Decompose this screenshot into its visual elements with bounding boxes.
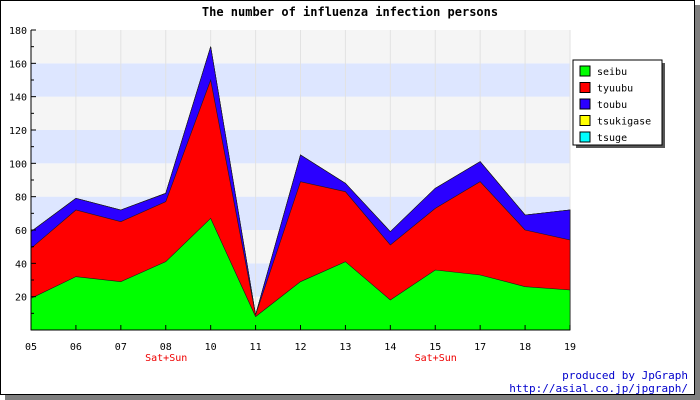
legend-swatch-toubu — [579, 98, 591, 110]
plot-axes: 20 40 60 80 100 120 140 160 180 05 06 07 08 10 11 12 13 1… — [9, 26, 576, 364]
y-tick-label: 140 — [9, 93, 27, 104]
y-tick-label: 100 — [9, 159, 27, 170]
y-tick-label: 60 — [15, 226, 27, 237]
x-tick-label: 06 — [70, 342, 82, 353]
y-tick-label: 120 — [9, 126, 27, 137]
weekend-label: Sat+Sun — [415, 353, 457, 364]
legend-swatch-tsuge — [579, 131, 591, 143]
y-tick-label: 40 — [15, 259, 27, 270]
y-tick-label: 20 — [15, 293, 27, 304]
legend-label-seibu: seibu — [597, 67, 627, 78]
x-tick-label: 12 — [294, 342, 306, 353]
legend-label-tsuge: tsuge — [597, 133, 627, 144]
x-tick-label: 07 — [115, 342, 127, 353]
legend: seibu tyuubu toubu tsukigase tsuge — [572, 59, 665, 148]
x-tick-label: 05 — [25, 342, 37, 353]
weekend-label: Sat+Sun — [145, 353, 187, 364]
legend-label-toubu: toubu — [597, 100, 627, 111]
x-tick-label: 10 — [205, 342, 217, 353]
x-tick-label: 15 — [429, 342, 441, 353]
x-tick-label: 13 — [339, 342, 351, 353]
plot-areas — [30, 46, 571, 331]
legend-swatch-seibu — [579, 65, 591, 77]
chart-title: The number of influenza infection person… — [202, 5, 498, 19]
x-tick-label: 08 — [160, 342, 172, 353]
x-tick-label: 17 — [474, 342, 486, 353]
y-tick-label: 180 — [9, 26, 27, 37]
legend-swatch-tyuubu — [579, 82, 591, 93]
x-tick-label: 19 — [564, 342, 576, 353]
y-tick-label: 160 — [9, 59, 27, 70]
x-tick-label: 18 — [519, 342, 531, 353]
y-tick-label: 80 — [15, 193, 27, 204]
legend-swatch-tsukigase — [579, 115, 591, 126]
legend-label-tyuubu: tyuubu — [597, 84, 633, 95]
area-seibu — [30, 217, 571, 331]
footer-credit: produced by JpGraph — [562, 369, 688, 382]
legend-label-tsukigase: tsukigase — [597, 117, 651, 128]
x-tick-label: 14 — [384, 342, 396, 353]
footer-url[interactable]: http://asial.co.jp/jpgraph/ — [509, 382, 688, 395]
x-tick-label: 11 — [250, 342, 262, 353]
